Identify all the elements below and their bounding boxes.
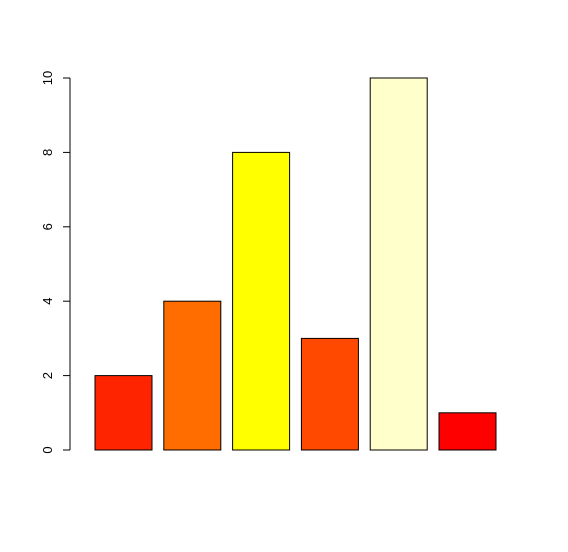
bar [163,300,222,451]
y-tick-label: 2 [40,372,55,379]
y-tick-label: 4 [40,298,55,305]
y-tick-label: 8 [40,149,55,156]
bar [94,375,153,451]
y-tick-label: 6 [40,223,55,230]
y-tick-label: 10 [40,71,55,85]
bar [300,337,359,451]
bar [232,151,291,451]
bar [369,77,428,451]
bar [438,412,497,451]
y-tick-label: 0 [40,446,55,453]
